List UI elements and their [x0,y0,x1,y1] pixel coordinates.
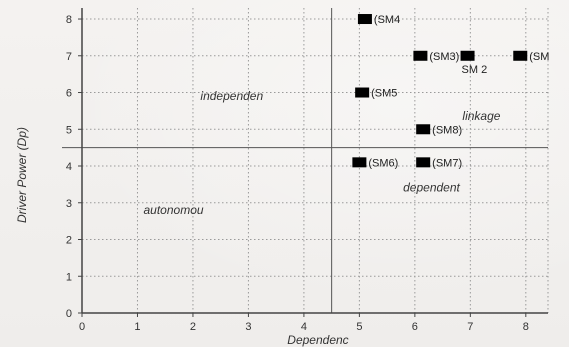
y-tick-label-7: 7 [66,51,72,63]
x-tick-label-5: 5 [356,321,362,333]
y-tick-label-6: 6 [66,88,72,100]
axis-title-layer: Driver Power (Dp) Dependenc [15,127,349,347]
data-point-label-7: (SM7) [432,157,462,169]
x-tick-label-2: 2 [190,321,196,333]
x-tick-label-0: 0 [79,321,85,333]
quadrant-label-1: linkage [462,109,500,123]
y-tick-label-8: 8 [66,14,72,26]
data-point-label-2: SM 2 [462,64,488,76]
data-point-1 [413,50,428,61]
data-point-label-3: (SM [529,51,549,63]
data-point-label-1: (SM3) [429,51,459,63]
x-tick-label-3: 3 [245,321,251,333]
data-point-label-5: (SM8) [432,124,462,136]
quadrant-label-layer: independen linkage autonomou dependent [144,89,501,217]
quadrant-label-0: independen [200,89,263,103]
data-point-label-4: (SM5 [371,88,397,100]
x-tick-label-6: 6 [412,321,418,333]
quadrant-label-3: dependent [403,181,460,195]
y-tick-label-1: 1 [66,271,72,283]
data-point-0 [357,14,372,25]
quadrant-divider-layer [62,8,548,313]
data-point-label-6: (SM6) [368,157,398,169]
y-tick-label-4: 4 [66,161,72,173]
x-axis-title: Dependenc [287,333,348,347]
axis-layer: 0 1 2 3 4 5 6 7 8 0 1 2 3 4 5 6 7 8 [66,8,548,333]
x-tick-label-8: 8 [523,321,529,333]
data-point-7 [416,157,431,168]
grid-layer [82,8,549,313]
y-tick-label-5: 5 [66,124,72,136]
data-point-2 [460,50,475,61]
x-tick-label-7: 7 [467,321,473,333]
data-point-layer: (SM4 (SM3)SM 2 (SM (SM5 (SM8) (SM6) (SM7) [352,14,549,169]
data-point-label-0: (SM4 [374,14,400,26]
quadrant-label-2: autonomou [144,203,204,217]
y-axis-title: Driver Power (Dp) [15,127,29,223]
y-tick-label-3: 3 [66,198,72,210]
y-tick-label-2: 2 [66,235,72,247]
data-point-4 [355,87,370,98]
x-tick-label-4: 4 [301,321,307,333]
data-point-5 [416,124,431,135]
x-tick-label-1: 1 [134,321,140,333]
y-tick-label-0: 0 [66,308,72,320]
data-point-6 [352,157,367,168]
data-point-3 [513,50,528,61]
